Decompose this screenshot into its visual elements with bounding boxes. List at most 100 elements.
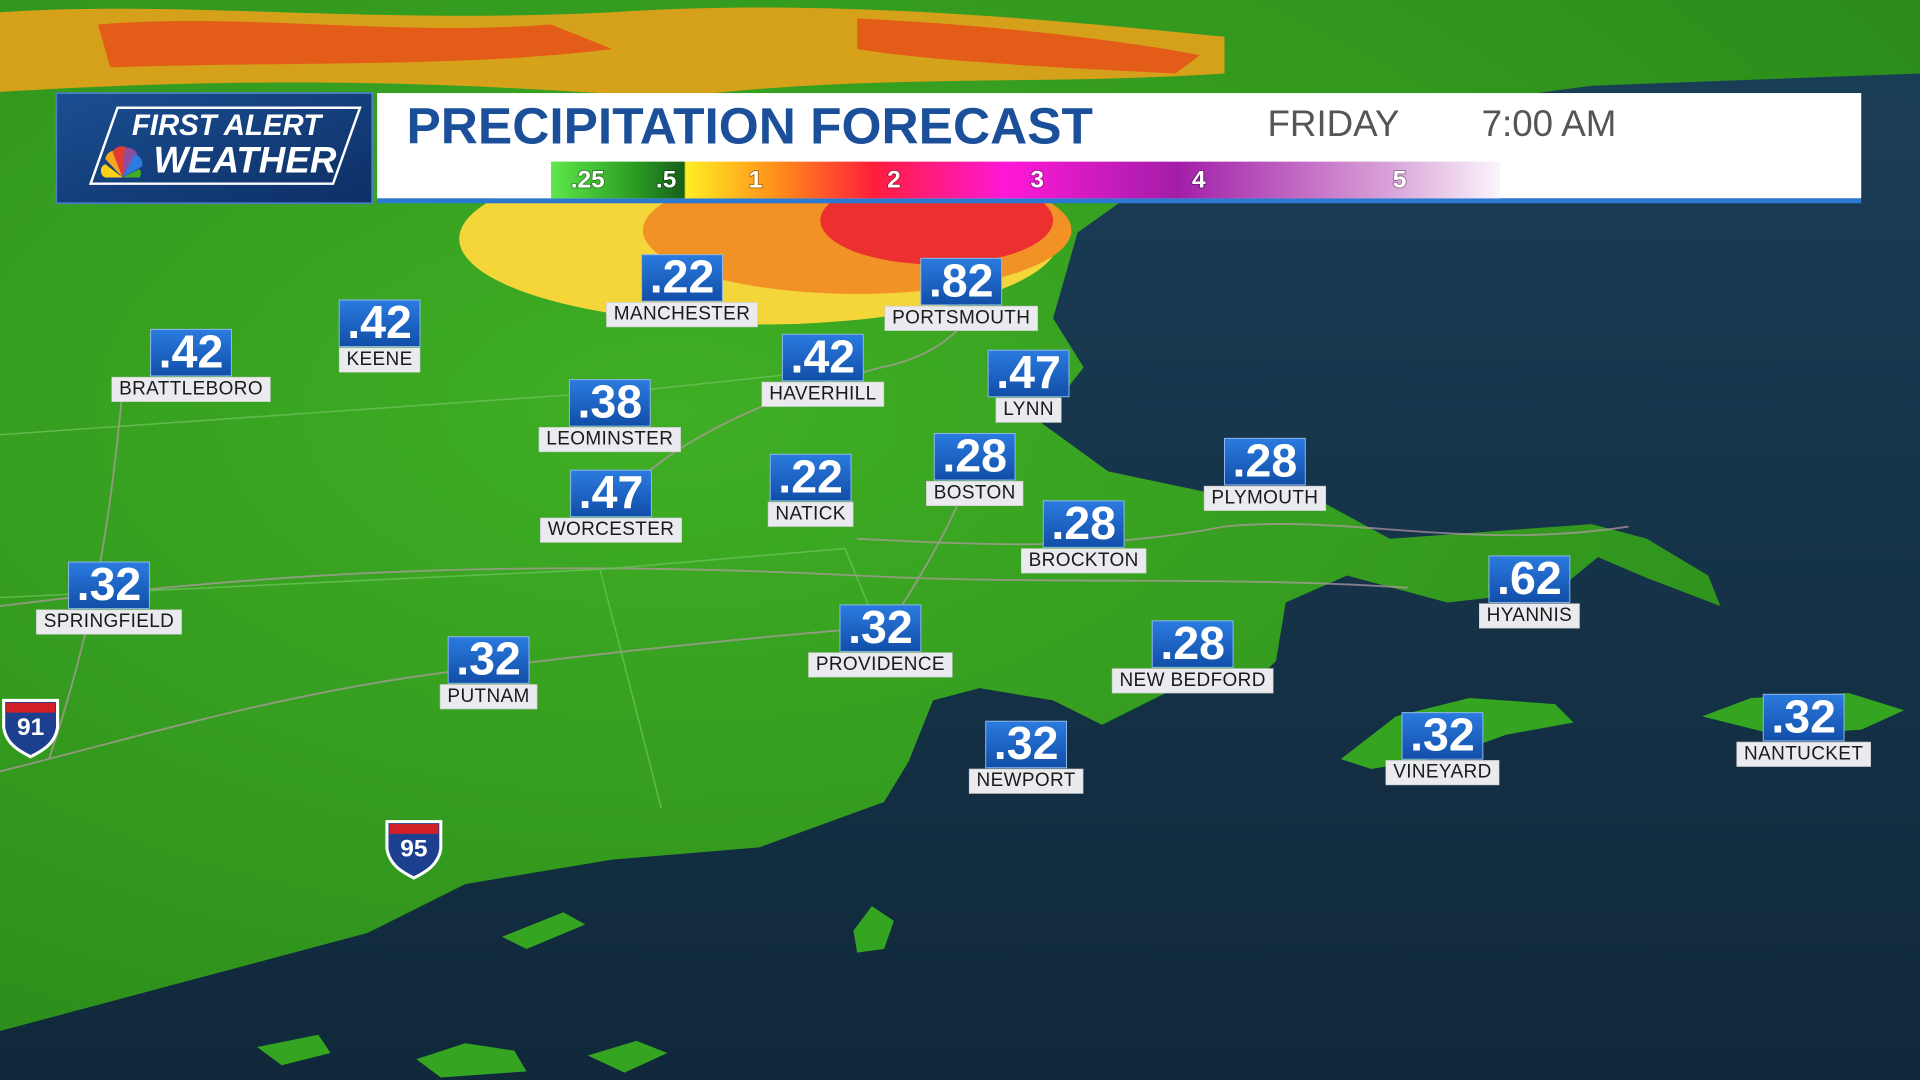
city-name-box [1478, 603, 1580, 629]
city-value: .38 [577, 376, 642, 428]
city-marker: NANTUCKET.32 [1736, 690, 1871, 767]
brand-line2: WEATHER [153, 140, 336, 181]
city-name: HYANNIS [1487, 605, 1572, 626]
city-marker: MANCHESTER.22 [606, 251, 758, 328]
city-marker: HYANNIS.62 [1478, 552, 1580, 629]
city-name-box [995, 397, 1062, 423]
city-name-box [540, 517, 682, 543]
city-name: PROVIDENCE [816, 654, 945, 675]
city-name: HAVERHILL [769, 383, 876, 404]
city-name-box [1736, 741, 1871, 767]
city-marker: VINEYARD.32 [1385, 709, 1500, 786]
city-marker: NEW BEDFORD.28 [1111, 617, 1274, 694]
city-value: .32 [848, 601, 913, 653]
city-value: .42 [347, 296, 412, 348]
shield-top [6, 702, 56, 713]
city-name: PLYMOUTH [1211, 487, 1318, 508]
city-value: .28 [1233, 434, 1298, 486]
city-value: .47 [579, 466, 644, 518]
city-value-box [933, 432, 1016, 481]
legend-label: 1 [749, 167, 763, 194]
city-name: NEW BEDFORD [1119, 670, 1265, 691]
city-name-box [1385, 760, 1500, 786]
legend-label: 5 [1393, 167, 1407, 194]
city-name-box [1203, 485, 1327, 511]
city-marker: HAVERHILL.42 [761, 330, 885, 407]
city-marker: SPRINGFIELD.32 [36, 558, 182, 635]
city-value: .82 [929, 254, 994, 306]
header-underline [377, 198, 1862, 204]
city-name: NANTUCKET [1744, 743, 1863, 764]
header-title: PRECIPITATION FORECAST [407, 96, 1093, 154]
city-value-box [1042, 500, 1125, 548]
legend-bar [551, 161, 1500, 199]
header-day: FRIDAY [1268, 103, 1400, 144]
city-name-box [968, 768, 1084, 794]
highway-shields: 91 95 [2, 698, 443, 880]
city-name-box [538, 427, 681, 453]
city-name-box [111, 376, 271, 402]
city-name: MANCHESTER [614, 304, 750, 325]
city-name: SPRINGFIELD [44, 611, 175, 632]
peacock-logo [100, 146, 143, 178]
shield-body [2, 698, 60, 759]
city-value-box [920, 257, 1003, 306]
city-value: .28 [942, 429, 1007, 481]
city-value-box [570, 469, 652, 518]
city-name-box [761, 381, 885, 407]
shield-body [385, 820, 443, 880]
city-marker: BRATTLEBORO.42 [111, 325, 271, 402]
city-value-box [68, 561, 150, 610]
city-value-box [781, 333, 864, 382]
city-marker: PROVIDENCE.32 [808, 601, 953, 678]
city-value-box [1224, 437, 1306, 486]
city-name-box [606, 302, 758, 328]
highway-shield: 95 [385, 820, 443, 880]
city-name: WORCESTER [548, 519, 675, 540]
city-value-box [1762, 693, 1845, 742]
city-name: PUTNAM [447, 686, 529, 707]
city-marker: LYNN.47 [987, 346, 1070, 423]
city-value: .32 [994, 717, 1059, 769]
city-value-box [568, 379, 651, 427]
city-marker: PLYMOUTH.28 [1203, 434, 1327, 511]
header-time: 7:00 AM [1482, 103, 1617, 144]
city-marker: KEENE.42 [338, 296, 421, 373]
city-value: .32 [456, 633, 521, 685]
city-value: .32 [77, 558, 142, 610]
brand-line1: FIRST ALERT [132, 109, 324, 142]
brand-frame [88, 106, 362, 185]
city-value: .42 [159, 325, 224, 377]
city-value-box [447, 636, 530, 684]
city-name-box [926, 480, 1024, 507]
shield-number: 91 [17, 714, 44, 741]
city-value: .32 [1410, 709, 1475, 761]
precip-band [97, 18, 1200, 74]
city-name-box [1111, 668, 1274, 694]
city-name-box [36, 609, 182, 635]
city-value: .62 [1497, 552, 1562, 604]
city-name: LYNN [1003, 399, 1054, 420]
city-value: .22 [650, 251, 715, 303]
city-value-box [985, 720, 1068, 769]
city-name-box [439, 684, 538, 710]
city-labels: MANCHESTER.22PORTSMOUTH.82BRATTLEBORO.42… [36, 251, 1871, 794]
city-value: .42 [791, 330, 856, 382]
legend: .25 .5 1 2 3 4 5 [570, 166, 1407, 195]
city-marker: NEWPORT.32 [968, 717, 1084, 794]
city-marker: LEOMINSTER.38 [538, 376, 681, 453]
legend-label: 2 [887, 167, 901, 194]
city-name-box [884, 305, 1038, 331]
highway-shield: 91 [2, 698, 60, 759]
city-value: .28 [1051, 497, 1116, 549]
city-marker: NATICK.22 [767, 450, 854, 527]
city-value: .32 [1771, 690, 1836, 742]
city-marker: PUTNAM.32 [439, 633, 538, 710]
city-name: KEENE [347, 349, 413, 370]
legend-label: 4 [1192, 167, 1206, 194]
island [257, 912, 668, 1078]
city-name-box [808, 652, 953, 678]
city-name: NEWPORT [977, 770, 1076, 791]
city-value-box [338, 299, 421, 348]
